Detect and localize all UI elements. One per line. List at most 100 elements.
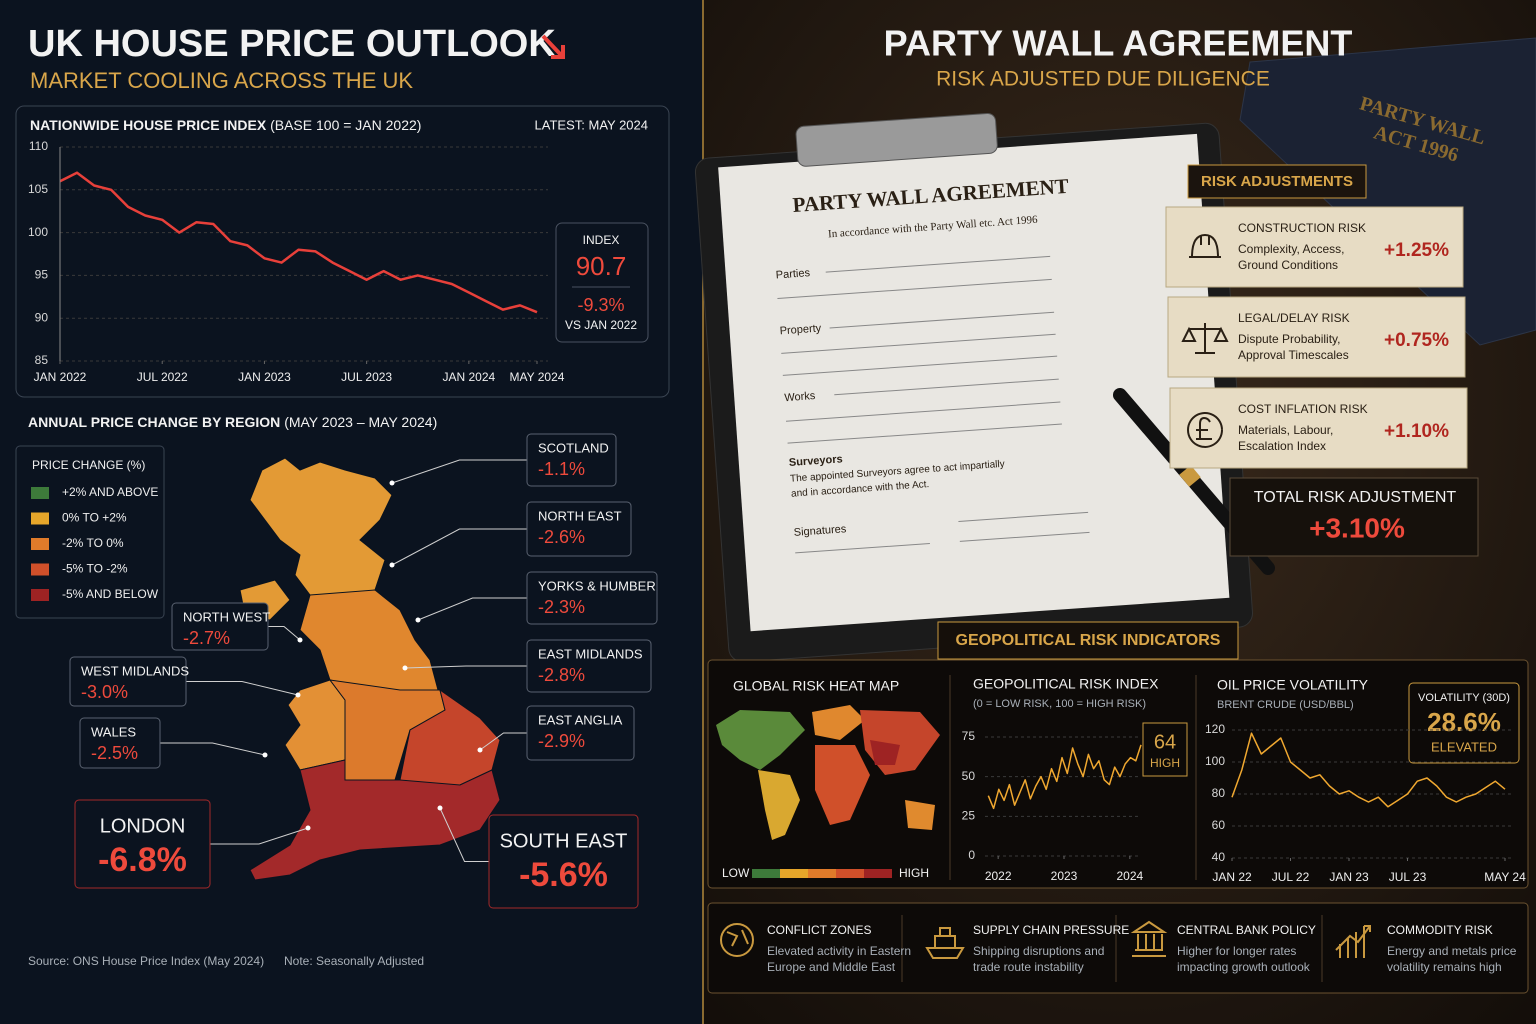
risk-icon [1187,411,1223,448]
region-dot [295,692,301,698]
legend-label: -5% TO -2% [62,562,128,576]
title: ANNUAL PRICE CHANGE BY REGION [28,414,280,430]
legend-swatch [31,563,49,576]
indicator-title: CONFLICT ZONES [767,923,871,937]
leader-line [268,626,301,641]
leader-line [391,459,527,484]
y-tick-label: 90 [35,310,49,324]
region-change: -1.1% [538,459,585,479]
heatmap-title: GLOBAL RISK HEAT MAP [733,678,899,694]
risk-icon [1189,233,1221,258]
x-tick-label: MAY 2024 [510,370,565,384]
clip [795,112,998,167]
world-map [716,705,940,840]
region-name: NORTH WEST [183,609,270,624]
risk-name: COST INFLATION RISK [1238,402,1368,416]
chart-subtitle: (0 = LOW RISK, 100 = HIGH RISK) [973,698,1146,710]
legend-label: 0% TO +2% [62,511,127,525]
region-change: -2.9% [538,731,585,751]
y-tick-label: 40 [1212,850,1226,864]
legend-swatch [31,538,49,550]
field-label: Surveyors [789,453,844,469]
region-name: WEST MIDLANDS [81,663,189,678]
risk-detail: Dispute Probability, [1238,332,1341,346]
chart-title: OIL PRICE VOLATILITY [1217,677,1369,693]
volatility-value: 28.6% [1427,707,1501,737]
scale-high: HIGH [899,866,929,880]
title: UK HOUSE PRICE OUTLOOK [28,23,556,65]
current-box [1142,722,1188,777]
current-label: HIGH [1150,756,1180,770]
scotland-shape [249,457,393,599]
region-dot [305,825,311,831]
x-tick-label: JUL 22 [1272,870,1310,884]
title-note: (BASE 100 = JAN 2022) [270,117,421,133]
indicator-text: Shipping disruptions and [973,944,1104,958]
risk-value: +1.10% [1384,421,1449,442]
indicator-text: Europe and Middle East [767,960,896,974]
note: Note: Seasonally Adjusted [284,954,424,968]
section-header [937,621,1239,660]
x-tick-label: JAN 2023 [238,370,291,384]
legend-label: +2% AND ABOVE [62,485,158,499]
legend [15,445,165,619]
chart-title: GEOPOLITICAL RISK INDEX [973,676,1159,692]
x-tick-label: 2023 [1051,869,1078,883]
risk-detail: Materials, Labour, [1238,423,1333,437]
legend-swatch [31,487,49,499]
data-line [59,171,538,314]
y-tick-label: 100 [28,225,48,239]
y-tick-label: 105 [28,182,48,196]
chart-frame [15,105,670,398]
x-tick-label: 2022 [985,869,1012,883]
risk-card [1165,206,1464,288]
x-tick-label: JAN 23 [1329,870,1369,884]
risk-value: +1.25% [1384,240,1449,261]
volatility-box [1408,682,1520,764]
scale-low: LOW [722,866,750,880]
region-dot [389,480,395,486]
region-box [74,799,211,889]
region-box [171,602,269,651]
risk-detail: Ground Conditions [1238,258,1338,272]
chart-title: NATIONWIDE HOUSE PRICE INDEX (BASE 100 =… [30,117,421,133]
y-tick-label: 80 [1212,786,1226,800]
leader-line [439,807,489,862]
callout-change: -9.3% [577,295,624,315]
title: PARTY WALL AGREEMENT [884,23,1353,64]
region-change: -2.8% [538,665,585,685]
region-name: EAST ANGLIA [538,712,623,727]
title: NATIONWIDE HOUSE PRICE INDEX [30,117,267,133]
risk-card [1169,387,1468,469]
indicator-text: Elevated activity in Eastern [767,944,911,958]
risk-detail: Escalation Index [1238,439,1326,453]
region-change: -2.7% [183,628,230,648]
risk-icon [1181,323,1229,354]
legend-label: -5% AND BELOW [62,587,159,601]
title-note: (MAY 2023 – MAY 2024) [284,414,437,430]
legend-label: -2% TO 0% [62,536,124,550]
x-tick-label: JUL 23 [1389,870,1427,884]
risk-name: CONSTRUCTION RISK [1238,221,1366,235]
indicator-text: impacting growth outlook [1177,960,1311,974]
x-tick-label: MAY 24 [1484,870,1526,884]
region-dot [477,747,483,753]
regions: SCOTLAND -1.1% NORTH EAST -2.6% YORKS & HUMB… [69,433,658,909]
indicator-text: trade route instability [973,960,1084,974]
leader-line [160,742,266,756]
volatility-label: VOLATILITY (30D) [1418,692,1510,704]
indicator-title: CENTRAL BANK POLICY [1177,923,1316,937]
region-change: -2.5% [91,743,138,763]
indicator-text: volatility remains high [1387,960,1502,974]
region-box [488,814,639,909]
total-box [1229,477,1479,557]
leader-line [210,827,309,845]
region-box [526,433,617,487]
section-title: RISK ADJUSTMENTS [1201,173,1353,190]
leader-line [186,681,299,696]
field-label: Property [779,322,822,337]
paper [718,133,1230,632]
subtitle: MARKET COOLING ACROSS THE UK [30,68,413,93]
callout-index: 90.7 [576,251,627,281]
